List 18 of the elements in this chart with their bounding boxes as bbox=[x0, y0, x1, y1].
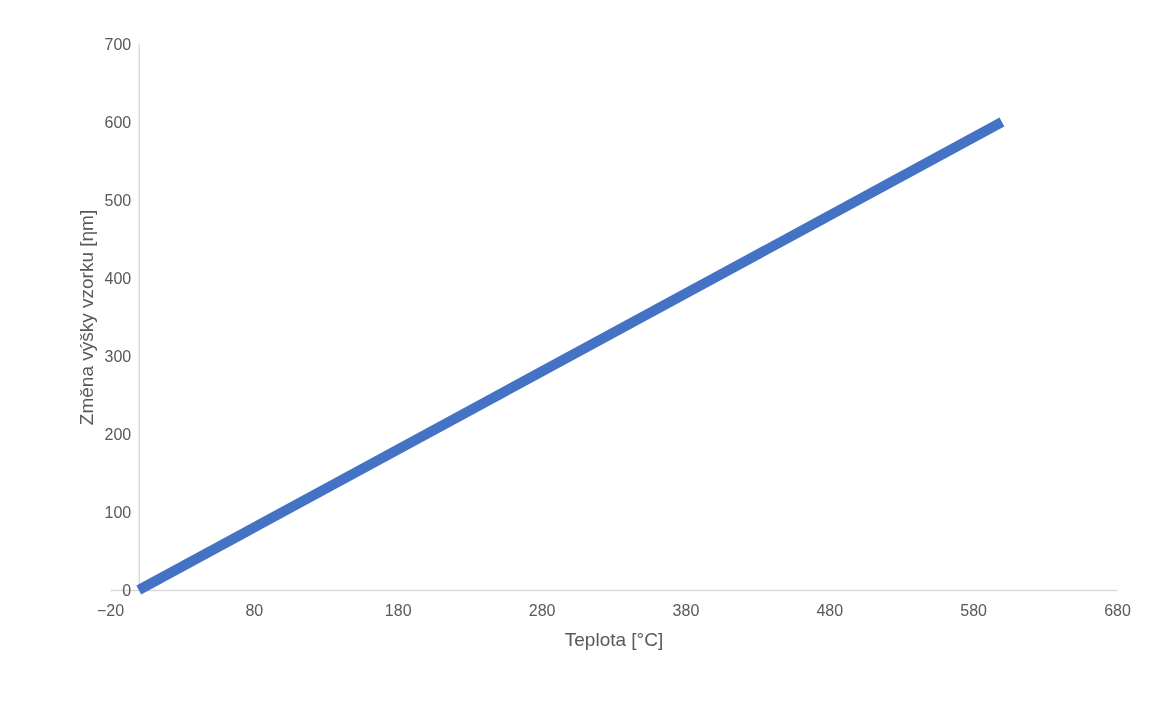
x-tick-label: 580 bbox=[960, 601, 988, 619]
y-tick-label: 100 bbox=[104, 503, 132, 521]
y-tick-label: 500 bbox=[104, 191, 132, 209]
x-tick-label: −20 bbox=[96, 601, 125, 619]
x-tick-label: 680 bbox=[1104, 601, 1131, 619]
x-tick-label: 80 bbox=[245, 601, 264, 619]
x-tick-label: 180 bbox=[384, 601, 412, 619]
y-tick-label: 300 bbox=[104, 347, 132, 365]
x-tick-label: 380 bbox=[672, 601, 700, 619]
x-tick-label: 280 bbox=[528, 601, 556, 619]
y-tick-label: 200 bbox=[104, 425, 132, 443]
y-tick-label: 400 bbox=[104, 269, 132, 287]
y-tick-label: 0 bbox=[122, 581, 132, 599]
y-tick-label: 700 bbox=[104, 35, 132, 53]
y-tick-label: 600 bbox=[104, 113, 132, 131]
x-tick-label: 480 bbox=[816, 601, 844, 619]
y-axis-title: Změna výšky vzorku [ηm] bbox=[75, 209, 97, 426]
x-axis-title: Teplota [°C] bbox=[564, 628, 664, 650]
